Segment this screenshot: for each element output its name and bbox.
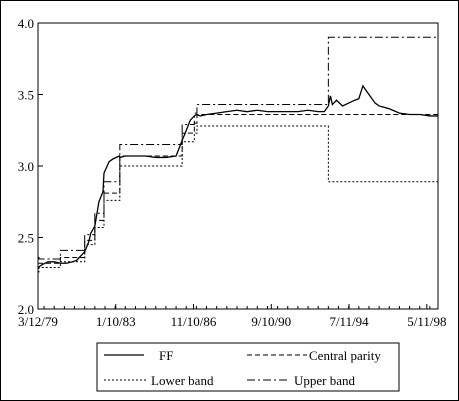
legend-label-lower-band: Lower band <box>151 373 214 388</box>
plot-area-frame <box>37 22 439 310</box>
series-layer <box>37 36 438 273</box>
series-line-upper-band <box>38 36 438 260</box>
y-tick-label: 4.0 <box>18 16 34 31</box>
x-tick-label: 5/11/98 <box>407 314 446 329</box>
x-tick-label: 9/10/90 <box>251 314 291 329</box>
legend-label-central-parity: Central parity <box>309 348 381 363</box>
series-line-ff <box>37 84 438 269</box>
x-tick-label: 3/12/79 <box>18 314 58 329</box>
y-axis-ticks: 2.0 2.5 3.0 3.5 4.0 <box>18 16 43 317</box>
x-tick-label: 7/11/94 <box>329 314 369 329</box>
x-tick-label: 11/10/86 <box>171 314 217 329</box>
y-tick-label: 3.0 <box>18 159 34 174</box>
y-tick-label: 2.0 <box>18 302 34 317</box>
legend-box <box>96 342 400 392</box>
legend-label-upper-band: Upper band <box>294 373 356 388</box>
y-tick-label: 3.5 <box>18 88 34 103</box>
series-line-lower-band <box>38 125 438 273</box>
x-axis-ticks: 3/12/79 1/10/83 11/10/86 9/10/90 7/11/94 5/11… <box>18 304 446 329</box>
x-tick-label: 1/10/83 <box>96 314 136 329</box>
legend: FF Central parity Lower band Upper band <box>96 342 400 392</box>
series-line-central-parity <box>38 114 438 264</box>
y-tick-label: 2.5 <box>18 231 34 246</box>
legend-label-ff: FF <box>159 348 173 363</box>
